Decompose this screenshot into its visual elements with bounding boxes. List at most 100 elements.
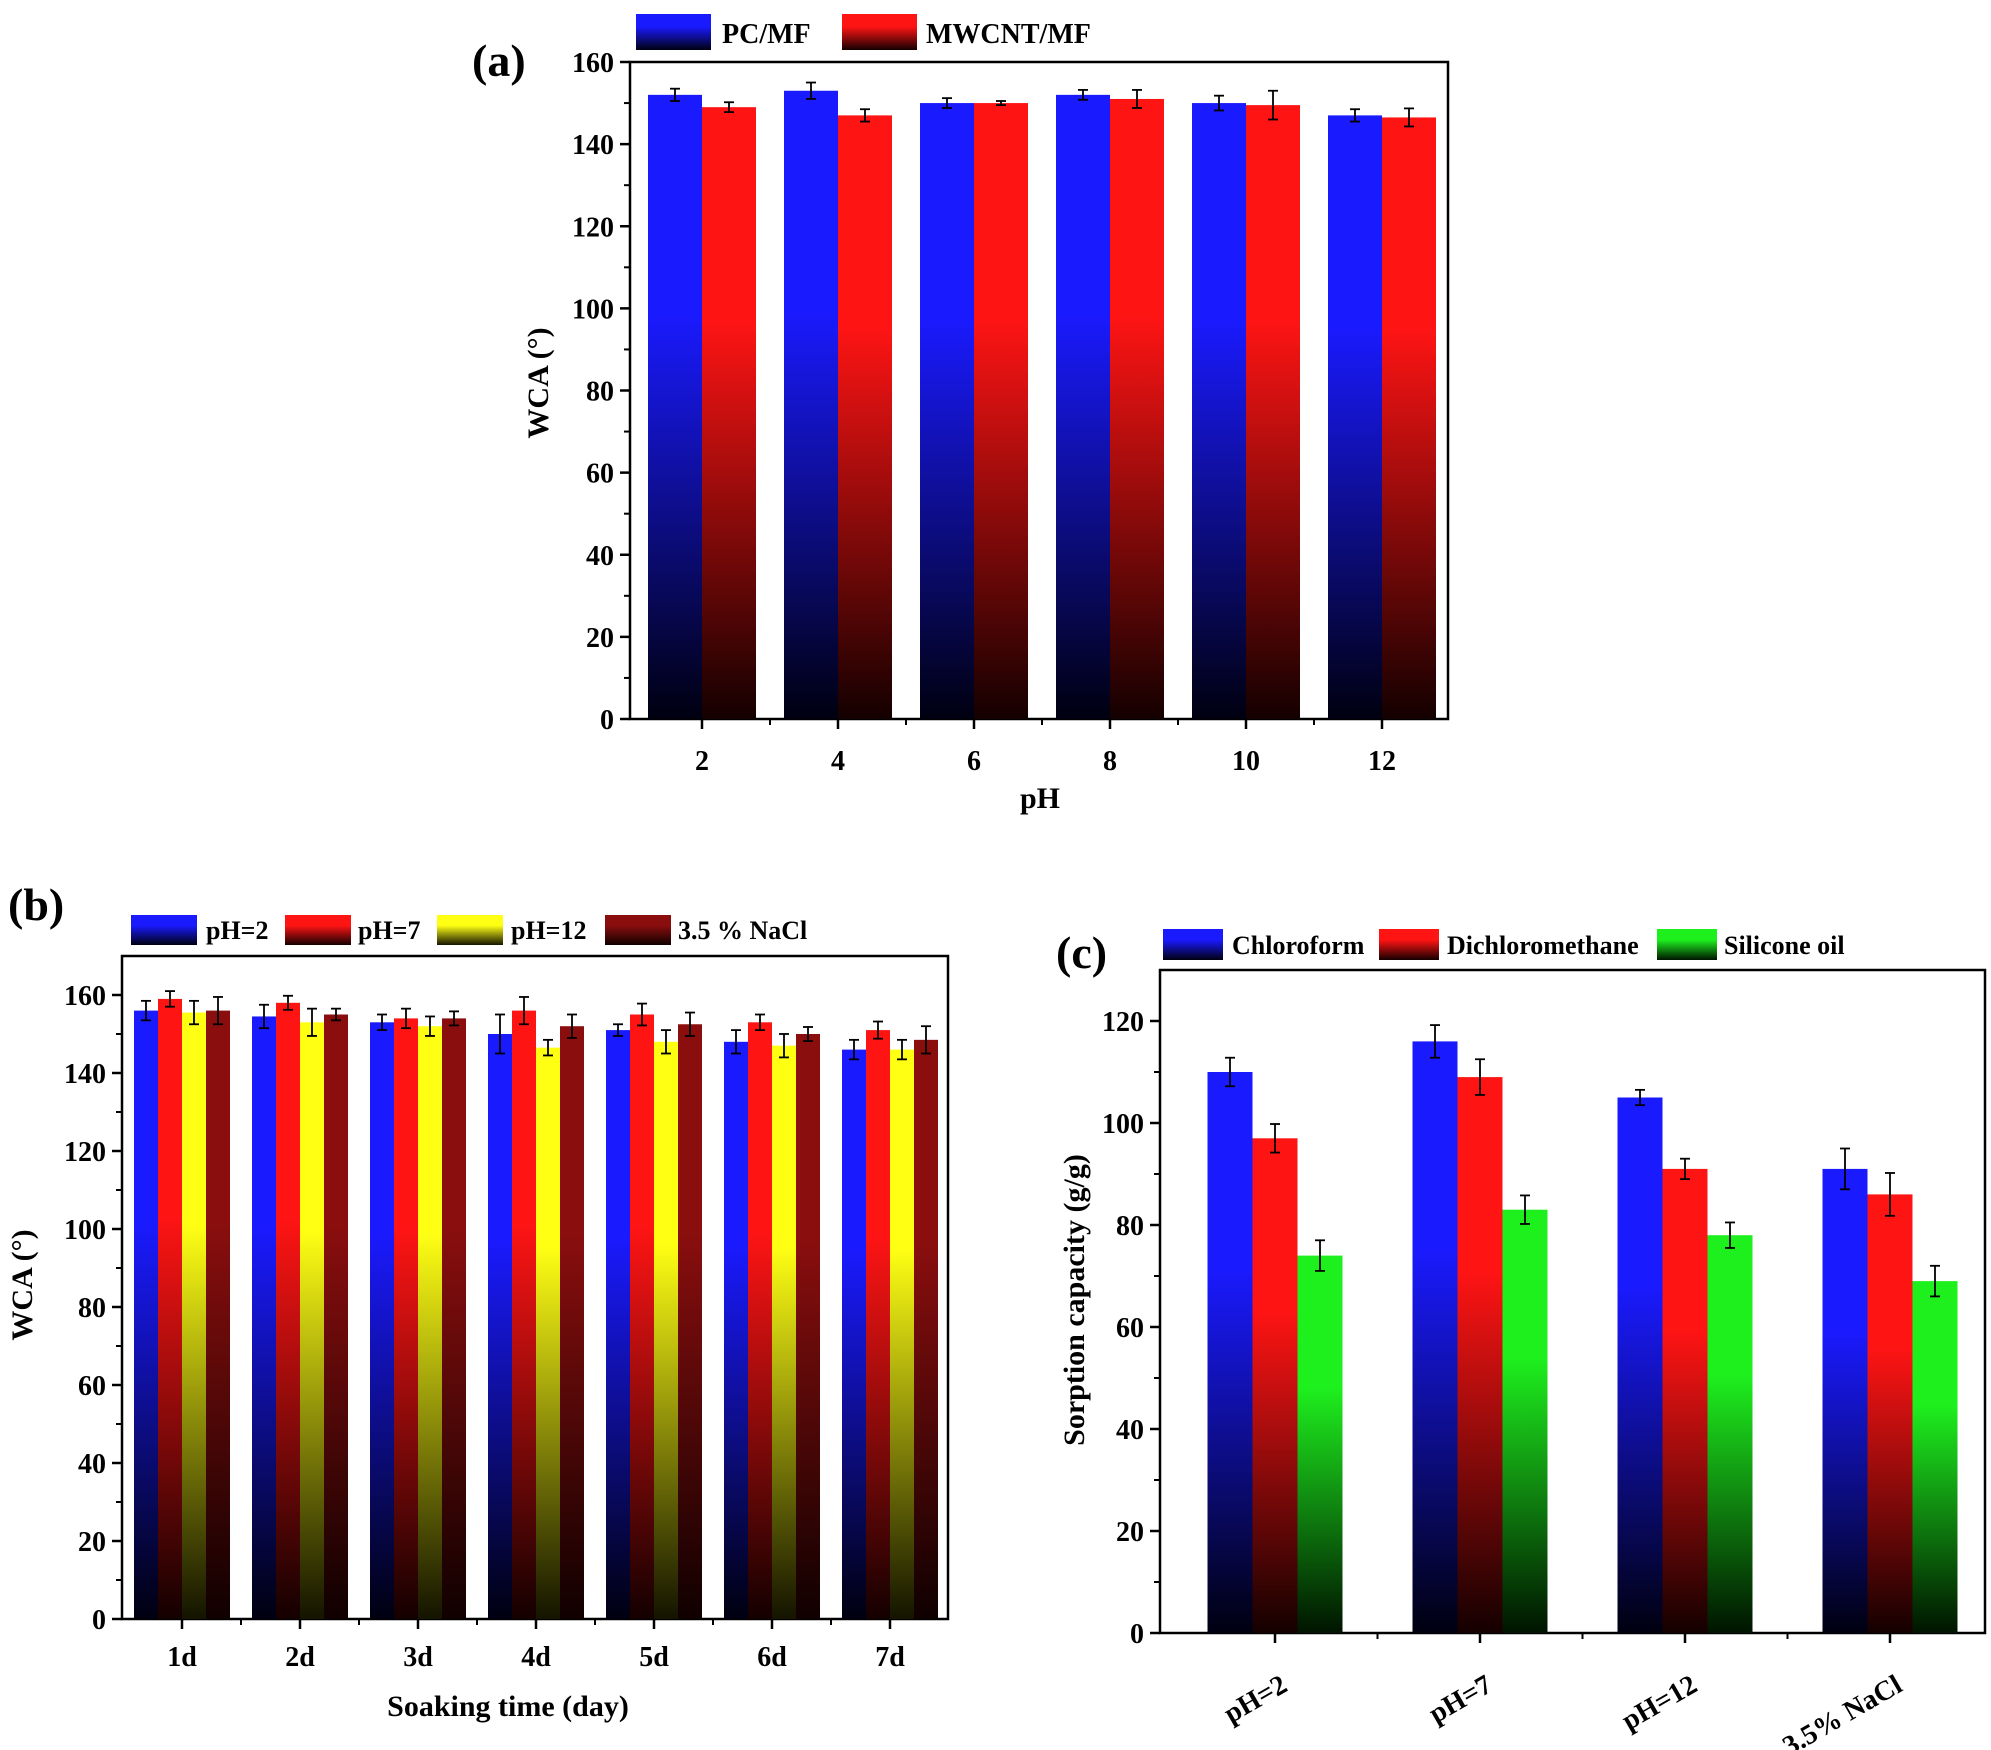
bar-b-ph-7-4d <box>512 1010 536 1619</box>
y-tick-label: 0 <box>600 705 614 736</box>
legend-label: PC/MF <box>722 19 811 50</box>
x-tick-label: 2d <box>285 1642 315 1673</box>
y-tick-label: 160 <box>64 981 106 1012</box>
y-tick-label: 40 <box>1116 1415 1144 1446</box>
x-tick-label: 1d <box>167 1642 197 1673</box>
y-axis-label: Sorption capacity (g/g) <box>1058 1154 1091 1446</box>
bar-c-dichloromethane-ph-12 <box>1662 1168 1708 1633</box>
x-tick-label: 12 <box>1368 746 1396 777</box>
bar-b-ph-2-4d <box>488 1034 512 1619</box>
bar-b-3-5-nacl-6d <box>796 1034 820 1619</box>
bar-c-silicone-oil-ph-2 <box>1297 1255 1343 1633</box>
plot-frame <box>1158 968 1987 1635</box>
y-tick-label: 0 <box>92 1605 106 1636</box>
legend-label: pH=2 <box>206 916 269 945</box>
y-tick-label: 20 <box>1116 1517 1144 1548</box>
y-tick-label: 120 <box>1102 1007 1144 1038</box>
legend-swatch <box>285 915 351 945</box>
bar-c-chloroform-3-5-nacl <box>1822 1168 1868 1633</box>
legend-swatch <box>636 14 711 50</box>
panel-label: (a) <box>472 35 526 86</box>
bar-a-mwcnt-mf-10 <box>1246 105 1300 720</box>
legend-swatch <box>1163 929 1223 960</box>
bar-b-ph-7-3d <box>394 1018 418 1619</box>
x-tick-label: 4 <box>831 746 845 777</box>
bar-c-silicone-oil-3-5-nacl <box>1912 1281 1958 1633</box>
bar-a-pc-mf-4 <box>784 90 838 719</box>
bar-b-3-5-nacl-3d <box>442 1018 466 1619</box>
x-tick-label: pH=2 <box>1219 1669 1293 1730</box>
y-axis-label: WCA (°) <box>522 327 555 438</box>
y-tick-label: 20 <box>78 1527 106 1558</box>
y-tick-label: 140 <box>64 1059 106 1090</box>
bar-a-mwcnt-mf-12 <box>1382 117 1436 719</box>
bar-a-mwcnt-mf-6 <box>974 103 1028 719</box>
panel-c-chart: 0 20 40 60 80 100 120 pH=2 pH=7 pH=12 3.5% NaCl Sor… <box>1056 927 1987 1750</box>
legend-label: Chloroform <box>1232 931 1365 960</box>
y-tick-label: 60 <box>586 459 614 490</box>
legend-swatch <box>605 915 671 945</box>
legend-swatch <box>842 14 917 50</box>
bar-b-ph-7-2d <box>276 1002 300 1619</box>
bar-b-ph-2-6d <box>724 1041 748 1619</box>
bar-b-ph-7-1d <box>158 998 182 1619</box>
y-tick-label: 160 <box>572 48 614 79</box>
y-tick-label: 80 <box>586 377 614 408</box>
bar-b-3-5-nacl-7d <box>914 1039 938 1619</box>
y-tick-label: 80 <box>1116 1211 1144 1242</box>
x-tick-label: 3d <box>403 1642 433 1673</box>
y-tick-label: 80 <box>78 1293 106 1324</box>
panel-label: (b) <box>8 879 64 930</box>
x-tick-label: 8 <box>1103 746 1117 777</box>
y-tick-label: 60 <box>78 1371 106 1402</box>
y-tick-label: 0 <box>1130 1619 1144 1650</box>
y-tick-label: 40 <box>78 1449 106 1480</box>
bar-b-ph-2-5d <box>606 1030 630 1619</box>
y-tick-label: 120 <box>64 1137 106 1168</box>
x-axis-label: pH <box>1020 782 1060 815</box>
y-tick-label: 20 <box>586 623 614 654</box>
bar-a-pc-mf-2 <box>648 94 702 720</box>
legend-label: Silicone oil <box>1724 931 1845 960</box>
y-tick-label: 120 <box>572 212 614 243</box>
bar-a-mwcnt-mf-2 <box>702 107 756 719</box>
bar-b-ph-12-1d <box>182 1012 206 1619</box>
legend-swatch <box>1379 929 1439 960</box>
bar-b-ph-7-7d <box>866 1030 890 1619</box>
bar-b-ph-12-5d <box>654 1041 678 1619</box>
bar-b-ph-2-2d <box>252 1016 276 1619</box>
bar-c-dichloromethane-3-5-nacl <box>1867 1194 1913 1633</box>
y-tick-label: 140 <box>572 130 614 161</box>
panel-b-chart: 0 20 40 60 80 100 120 140 160 1d 2d 3d 4d 5d 6d 7d WCA (… <box>6 879 950 1723</box>
legend-label: 3.5 % NaCl <box>678 916 807 945</box>
x-tick-label: 7d <box>875 1642 905 1673</box>
legend-label: Dichloromethane <box>1447 931 1639 960</box>
bar-b-ph-2-1d <box>134 1010 158 1619</box>
legend-swatch <box>1657 929 1717 960</box>
bar-a-pc-mf-8 <box>1056 94 1110 720</box>
y-tick-label: 100 <box>572 294 614 325</box>
x-tick-label: 5d <box>639 1642 669 1673</box>
x-axis-label: Soaking time (day) <box>387 1690 629 1723</box>
y-tick-label: 40 <box>586 541 614 572</box>
bar-c-chloroform-ph-12 <box>1617 1097 1663 1633</box>
bar-a-pc-mf-12 <box>1328 115 1382 720</box>
bar-b-3-5-nacl-5d <box>678 1024 702 1619</box>
bar-b-ph-2-3d <box>370 1022 394 1619</box>
bar-b-ph-2-7d <box>842 1049 866 1619</box>
x-tick-label: pH=12 <box>1617 1669 1703 1737</box>
x-tick-label: 6 <box>967 746 981 777</box>
bar-b-ph-12-7d <box>890 1049 914 1619</box>
bar-b-3-5-nacl-1d <box>206 1010 230 1619</box>
x-tick-label: 2 <box>695 746 709 777</box>
x-tick-label: pH=7 <box>1424 1669 1498 1730</box>
legend-swatch <box>437 915 503 945</box>
y-tick-label: 100 <box>1102 1109 1144 1140</box>
bar-c-silicone-oil-ph-7 <box>1502 1209 1548 1633</box>
bar-a-pc-mf-10 <box>1192 103 1246 719</box>
bar-a-pc-mf-6 <box>920 103 974 719</box>
bar-b-ph-7-5d <box>630 1014 654 1619</box>
legend-label: MWCNT/MF <box>926 19 1091 50</box>
x-tick-label: 10 <box>1232 746 1260 777</box>
